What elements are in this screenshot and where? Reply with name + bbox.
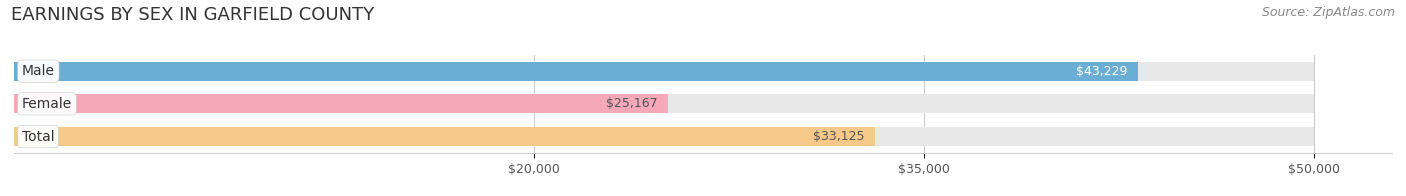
Text: Male: Male [22,64,55,78]
Text: EARNINGS BY SEX IN GARFIELD COUNTY: EARNINGS BY SEX IN GARFIELD COUNTY [11,6,374,24]
Text: Source: ZipAtlas.com: Source: ZipAtlas.com [1261,6,1395,19]
Bar [14,62,1137,81]
Text: $43,229: $43,229 [1076,65,1128,78]
Text: Female: Female [22,97,72,111]
Bar [14,62,1315,81]
Bar [14,94,1315,113]
Text: $25,167: $25,167 [606,97,658,110]
Bar [14,127,1315,146]
Bar [14,127,875,146]
Text: $33,125: $33,125 [813,130,865,143]
Text: Total: Total [22,130,55,143]
Bar [14,94,668,113]
